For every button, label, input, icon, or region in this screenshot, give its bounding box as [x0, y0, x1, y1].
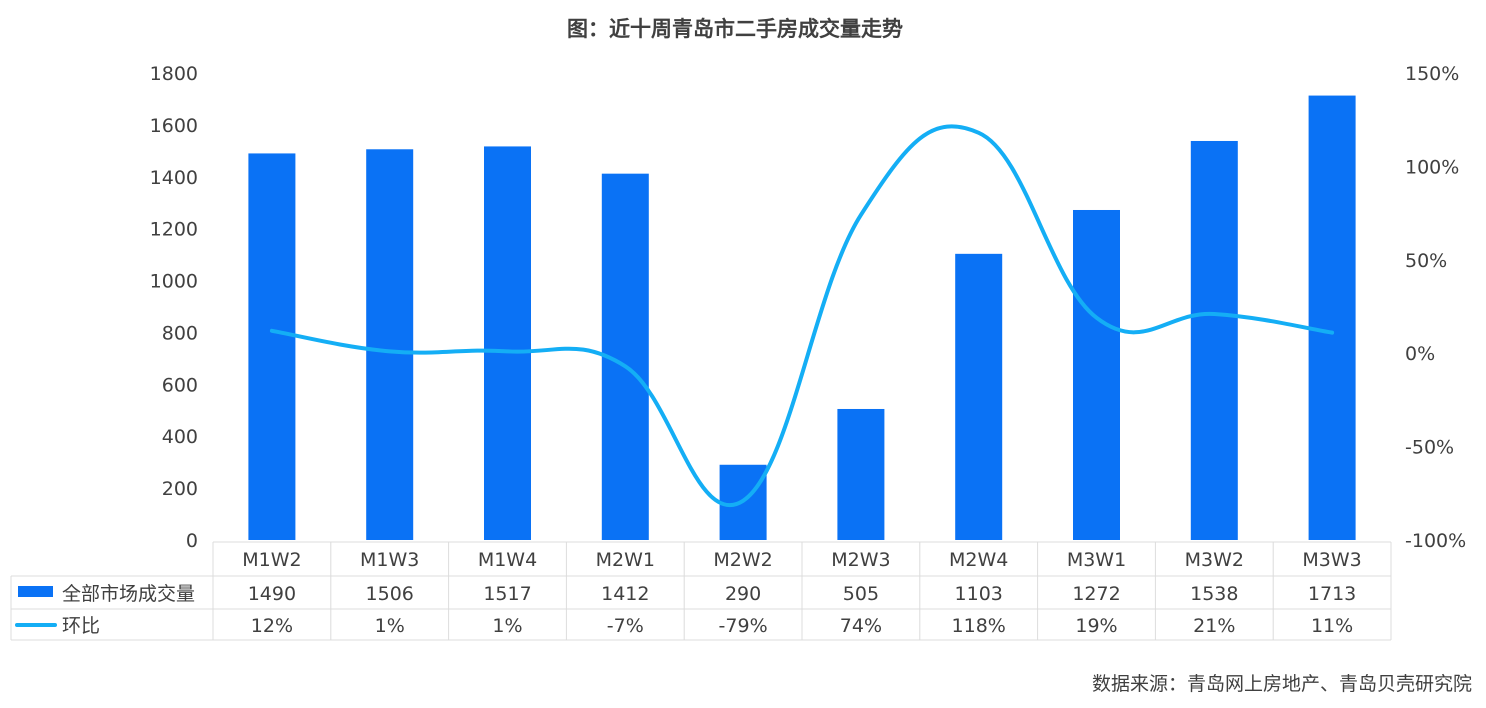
y-tick-label: 1800: [150, 63, 198, 85]
y-tick-label: 1200: [150, 219, 198, 241]
bar: [1073, 209, 1120, 540]
line-data-label: -79%: [719, 615, 768, 637]
x-tick-label: M2W1: [596, 549, 655, 571]
legend-line-label: 环比: [62, 615, 100, 637]
source-note: 数据来源：青岛网上房地产、青岛贝壳研究院: [1092, 673, 1472, 695]
y2-tick-label: -100%: [1405, 530, 1466, 552]
y-tick-label: 200: [162, 478, 198, 500]
x-tick-label: M2W4: [949, 549, 1008, 571]
line-data-label: 1%: [375, 615, 405, 637]
legend-bar-label: 全部市场成交量: [62, 583, 195, 605]
y2-tick-label: 0%: [1405, 343, 1435, 365]
bar-data-label: 505: [843, 583, 879, 605]
line-data-label: 74%: [840, 615, 882, 637]
bar: [248, 153, 296, 540]
y-tick-label: 400: [162, 426, 198, 448]
y2-tick-label: -50%: [1405, 437, 1454, 459]
bar: [837, 408, 885, 540]
chart-title: 图：近十周青岛市二手房成交量走势: [567, 17, 903, 41]
line-path: [269, 124, 1335, 507]
bar-data-label: 1490: [248, 583, 296, 605]
bar-data-label: 1103: [955, 583, 1003, 605]
data-table: M1W2 1490 12% M1W3 1506 1% M1W4 1517 1% M2W1 1412 -…: [10, 541, 1392, 641]
x-tick-label: M3W3: [1302, 549, 1361, 571]
bar-data-label: 1272: [1072, 583, 1120, 605]
bar: [1308, 95, 1356, 541]
line-data-label: -7%: [607, 615, 644, 637]
y2-tick-label: 150%: [1405, 63, 1459, 85]
x-tick-label: M1W3: [360, 549, 419, 571]
bar-data-label: 1538: [1190, 583, 1238, 605]
y-tick-label: 1000: [150, 271, 198, 293]
y-tick-label: 1400: [150, 167, 198, 189]
legend-bar-swatch: [18, 586, 53, 597]
bar: [955, 253, 1003, 541]
x-tick-label: M1W2: [242, 549, 301, 571]
x-tick-label: M3W1: [1067, 549, 1126, 571]
bar-data-label: 290: [725, 583, 761, 605]
y-tick-label: 1600: [150, 115, 198, 137]
line-data-label: 21%: [1193, 615, 1235, 637]
bar-series: [248, 95, 1356, 541]
y2-tick-label: 100%: [1405, 156, 1459, 178]
x-tick-label: M1W4: [478, 549, 537, 571]
y-tick-label: 0: [186, 530, 198, 552]
y2-tick-label: 50%: [1405, 250, 1447, 272]
x-tick-label: M3W2: [1185, 549, 1244, 571]
line-data-label: 1%: [492, 615, 522, 637]
line-series: [269, 124, 1335, 507]
bar-data-label: 1506: [366, 583, 414, 605]
bar: [484, 146, 531, 540]
bar-data-label: 1713: [1308, 583, 1356, 605]
y-tick-label: 600: [162, 374, 198, 396]
y-axis-left: 0 200 400 600 800 1000 1200 1400 1600 1800: [150, 63, 198, 552]
y-tick-label: 800: [162, 322, 198, 344]
line-data-label: 118%: [952, 615, 1006, 637]
bar: [1190, 140, 1238, 541]
bar-data-label: 1412: [601, 583, 649, 605]
line-data-label: 11%: [1311, 615, 1353, 637]
line-data-label: 12%: [251, 615, 293, 637]
bar: [366, 149, 414, 540]
x-tick-label: M2W2: [713, 549, 772, 571]
x-tick-label: M2W3: [831, 549, 890, 571]
y-axis-right: -100% -50% 0% 50% 100% 150%: [1405, 63, 1466, 552]
bar-data-label: 1517: [483, 583, 531, 605]
line-data-label: 19%: [1075, 615, 1117, 637]
